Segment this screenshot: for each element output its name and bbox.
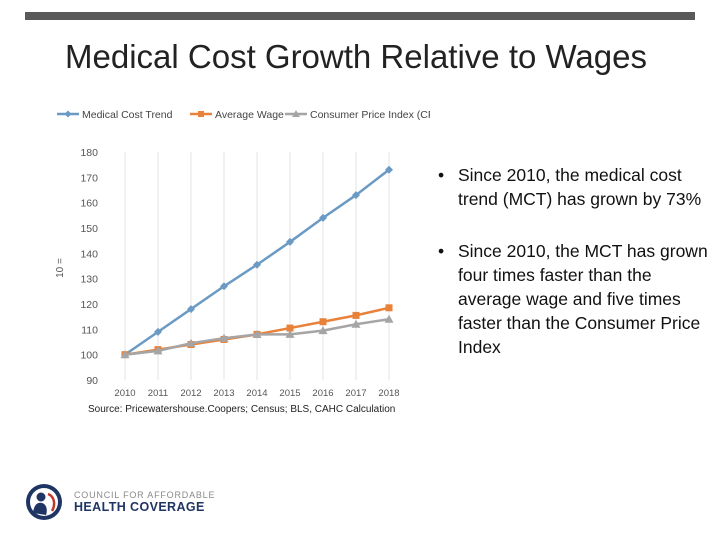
- x-tick-label-2012: 2012: [180, 388, 201, 399]
- bullet-marker: •: [438, 241, 445, 261]
- bullet-list: • Since 2010, the medical cost trend (MC…: [430, 163, 710, 387]
- logo-line-1: COUNCIL FOR AFFORDABLE: [74, 490, 216, 500]
- data-point-s3-2010: [120, 350, 130, 359]
- data-point-s1-2017: [352, 191, 360, 200]
- y-tick-label-180: 180: [80, 147, 98, 159]
- bullet-item-2: • Since 2010, the MCT has grown four tim…: [430, 239, 710, 359]
- legend-label-2: Average Wage: [215, 109, 284, 121]
- y-tick-label-170: 170: [80, 172, 98, 184]
- y-axis-label: 10 =: [55, 258, 66, 278]
- x-tick-label-2011: 2011: [148, 388, 168, 399]
- legend-label-1: Medical Cost Trend: [82, 109, 173, 121]
- data-point-s1-2015: [286, 237, 294, 246]
- data-point-s1-2018: [385, 165, 393, 174]
- data-point-s1-2011: [154, 327, 162, 336]
- slide-title: Medical Cost Growth Relative to Wages: [65, 38, 647, 75]
- bullet-text-2: Since 2010, the MCT has grown four times…: [458, 241, 708, 357]
- data-point-s1-2016: [319, 213, 327, 222]
- data-point-s3-2016: [318, 326, 328, 335]
- x-tick-label-2010: 2010: [114, 388, 135, 399]
- data-point-s1-2013: [220, 282, 228, 291]
- legend-label-3: Consumer Price Index (CPI-U): [310, 109, 430, 121]
- y-tick-label-90: 90: [86, 375, 98, 387]
- legend-marker-1: [64, 110, 72, 118]
- y-tick-label-130: 130: [80, 274, 98, 286]
- bullet-text-1: Since 2010, the medical cost trend (MCT)…: [458, 165, 702, 209]
- line-chart: 90 100 110 120 130 140 150 160 170 180 2010 2011 201…: [55, 109, 430, 399]
- x-tick-label-2016: 2016: [312, 388, 333, 399]
- data-point-s3-2017: [351, 319, 361, 328]
- y-tick-label-160: 160: [80, 198, 98, 210]
- legend-marker-3: [292, 110, 300, 117]
- data-point-s2-2016: [319, 318, 327, 326]
- data-point-s1-2012: [187, 305, 195, 314]
- data-point-s3-2013: [219, 333, 229, 342]
- y-tick-label-120: 120: [80, 299, 98, 311]
- bullet-marker: •: [438, 165, 445, 185]
- organization-logo: COUNCIL FOR AFFORDABLE HEALTH COVERAGE: [24, 482, 214, 526]
- top-accent-bar: [25, 12, 695, 20]
- logo-line-2: HEALTH COVERAGE: [74, 500, 205, 514]
- x-tick-label-2015: 2015: [279, 388, 300, 399]
- data-point-s1-2014: [253, 260, 261, 269]
- data-point-s2-2018: [385, 304, 393, 312]
- y-tick-label-110: 110: [81, 324, 98, 336]
- data-point-s2-2015: [286, 324, 294, 332]
- x-tick-label-2018: 2018: [378, 388, 399, 399]
- data-point-s2-2017: [352, 311, 360, 319]
- bullet-item-1: • Since 2010, the medical cost trend (MC…: [430, 163, 710, 211]
- y-tick-label-140: 140: [80, 248, 98, 260]
- data-point-s3-2014: [252, 329, 262, 338]
- data-point-s3-2015: [285, 329, 295, 338]
- x-tick-label-2013: 2013: [213, 388, 234, 399]
- data-point-s3-2018: [384, 314, 394, 323]
- source-note: Source: Pricewatershouse.Coopers; Census…: [88, 404, 396, 415]
- y-tick-label-150: 150: [80, 223, 98, 235]
- x-tick-label-2017: 2017: [345, 388, 366, 399]
- data-point-s3-2012: [186, 338, 196, 347]
- x-tick-label-2014: 2014: [246, 388, 267, 399]
- data-point-s3-2011: [153, 346, 163, 355]
- legend-marker-2: [198, 111, 204, 117]
- logo-emblem-icon: [26, 484, 62, 520]
- y-tick-label-100: 100: [80, 350, 98, 362]
